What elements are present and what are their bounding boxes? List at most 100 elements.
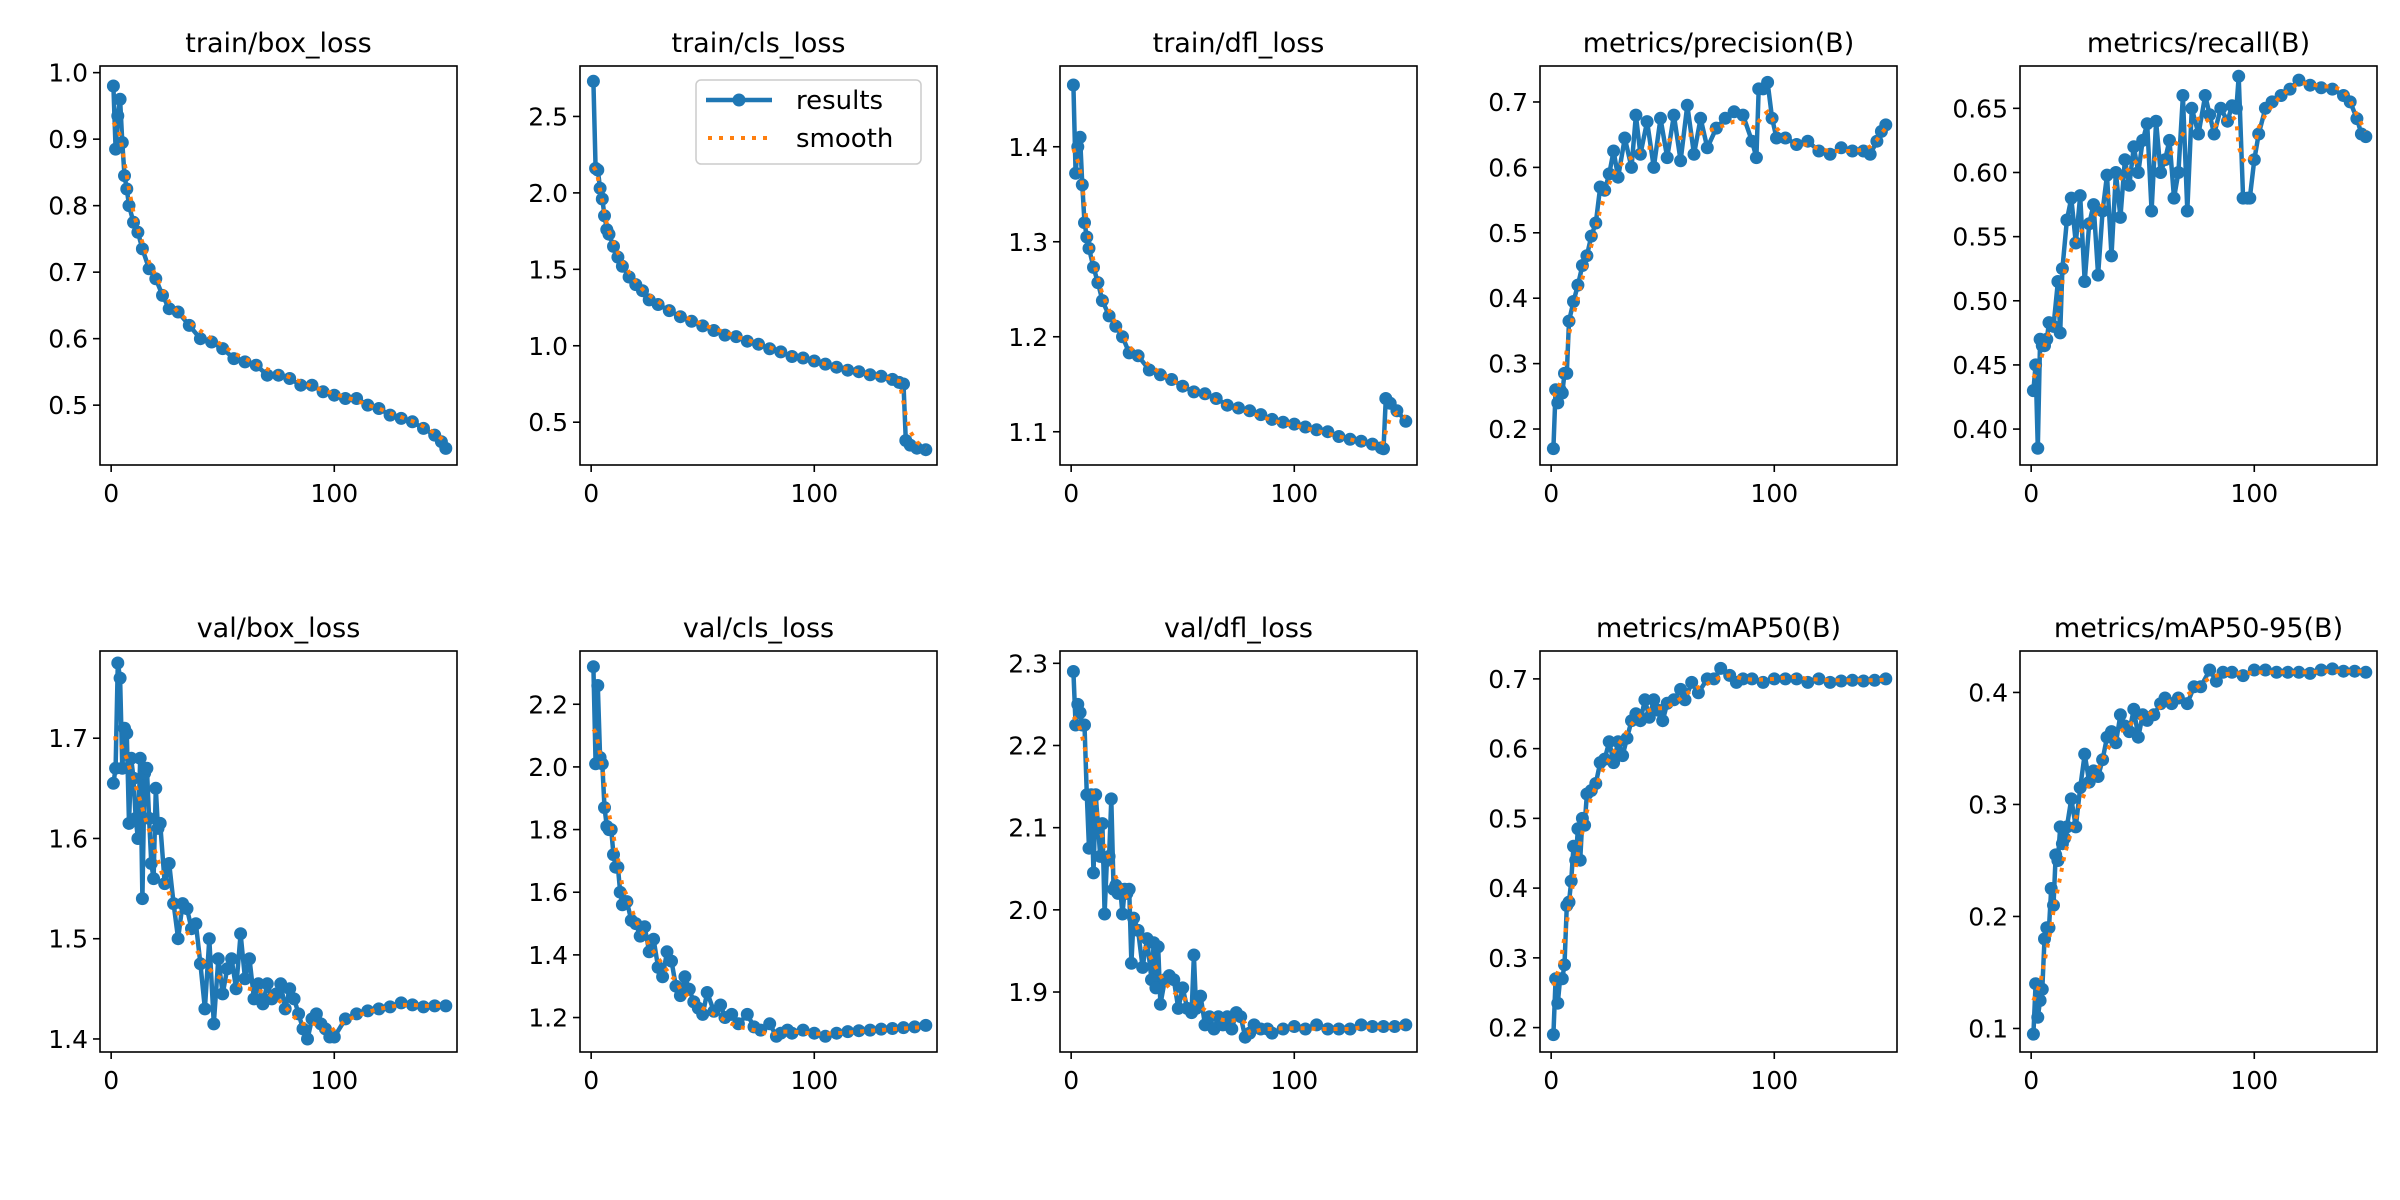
chart-title: metrics/recall(B) [2087, 28, 2310, 59]
panel-val-dfl-loss: val/dfl_loss 0 100 1.9 2.0 2.1 2.2 2.3 [1008, 613, 1418, 1095]
results-point [1194, 989, 1208, 1003]
y-tick-label: 1.2 [528, 1004, 568, 1033]
results-point [417, 421, 430, 435]
axes-frame [1059, 65, 1418, 466]
results-point [919, 1018, 933, 1032]
results-point [2055, 262, 2069, 276]
results-point [1321, 1022, 1335, 1036]
results-point [111, 656, 125, 670]
results-point [1879, 672, 1893, 686]
results-point [1680, 98, 1694, 112]
y-tick-label: 2.0 [528, 179, 568, 208]
y-tick-label: 1.6 [48, 824, 88, 853]
series-smooth-line [111, 121, 448, 444]
results-point [852, 365, 866, 379]
panel-val-box-loss: val/box_loss 0 100 1.4 1.5 1.6 1.7 [48, 613, 458, 1095]
results-point [763, 1017, 777, 1031]
plot-area [1066, 78, 1413, 456]
y-tick-label: 0.50 [1952, 287, 2008, 316]
results-point [2091, 268, 2105, 282]
results-point [611, 860, 625, 874]
y-tick-label: 0.9 [48, 125, 88, 154]
results-point [2281, 665, 2295, 679]
results-point [296, 1022, 310, 1036]
x-tick-label: 100 [1750, 1066, 1798, 1095]
results-point [1167, 973, 1181, 987]
results-point [1560, 366, 1574, 380]
results-point [656, 970, 670, 984]
results-point [1176, 981, 1190, 995]
results-point [2221, 114, 2234, 128]
x-tick-label: 0 [2023, 1066, 2039, 1095]
x-tick-label: 100 [2230, 479, 2278, 508]
results-point [1095, 294, 1109, 308]
y-tick-label: 0.3 [1488, 350, 1528, 379]
results-point [2118, 153, 2132, 167]
y-tick-label: 0.40 [1952, 415, 2008, 444]
results-point [361, 1004, 375, 1018]
results-point [220, 962, 234, 976]
series-smooth-line [2031, 80, 2368, 379]
panel-val-cls-loss: val/cls_loss 0 100 1.2 1.4 1.6 1.8 2.0 2.2 [528, 613, 938, 1095]
results-point [1124, 956, 1138, 970]
results-point [1310, 423, 1324, 437]
chart-title: val/dfl_loss [1164, 613, 1313, 644]
axes-frame [2019, 65, 2378, 466]
results-point [1087, 260, 1100, 274]
results-point [1546, 1028, 1560, 1042]
series-smooth-line [1071, 715, 1406, 1036]
results-point [1377, 442, 1390, 456]
plot-area [586, 660, 933, 1043]
results-point [615, 259, 629, 273]
y-tick-label: 0.65 [1952, 94, 2008, 123]
results-point [140, 761, 154, 775]
results-point [2180, 204, 2194, 218]
results-point [1620, 731, 1634, 745]
y-tick-label: 2.0 [528, 753, 568, 782]
plot-area [1066, 665, 1413, 1044]
results-point [2154, 166, 2168, 179]
results-point [718, 328, 732, 342]
results-point [1640, 115, 1654, 129]
plot-area [1546, 661, 1893, 1042]
results-point [129, 811, 143, 825]
results-point [591, 679, 605, 692]
results-point [1151, 940, 1165, 954]
results-point [149, 781, 163, 795]
results-point [651, 298, 665, 311]
y-tick-label: 0.6 [1488, 153, 1528, 182]
results-point [2232, 69, 2246, 83]
results-point [2026, 384, 2040, 398]
results-point [1749, 151, 1763, 165]
results-point [1149, 981, 1163, 995]
results-point [2145, 204, 2159, 218]
results-point [2073, 189, 2087, 203]
results-point [135, 242, 149, 256]
results-point [2113, 708, 2127, 722]
plot-area [2026, 662, 2373, 1041]
x-tick-label: 0 [1063, 1066, 1079, 1095]
results-point [115, 136, 129, 149]
x-tick-label: 0 [583, 1066, 599, 1095]
results-point [2131, 730, 2145, 744]
results-point [1687, 147, 1701, 161]
axes-frame [579, 65, 938, 466]
results-point [243, 952, 256, 966]
results-point [1555, 972, 1569, 986]
chart-title: val/cls_loss [683, 613, 834, 644]
results-point [1598, 183, 1612, 197]
results-point [1647, 160, 1661, 174]
results-point [118, 169, 131, 183]
results-point [2136, 133, 2150, 147]
results-point [1667, 108, 1681, 122]
series-results-line [591, 666, 927, 1039]
results-point [1660, 151, 1674, 165]
y-tick-label: 0.2 [1488, 415, 1528, 444]
results-point [1546, 442, 1560, 456]
results-point [2058, 831, 2072, 845]
results-point [1388, 1020, 1402, 1033]
series-smooth-line [1551, 108, 1888, 398]
x-tick-label: 100 [310, 479, 358, 508]
results-point [752, 337, 765, 351]
series-results-line [2031, 666, 2367, 1035]
